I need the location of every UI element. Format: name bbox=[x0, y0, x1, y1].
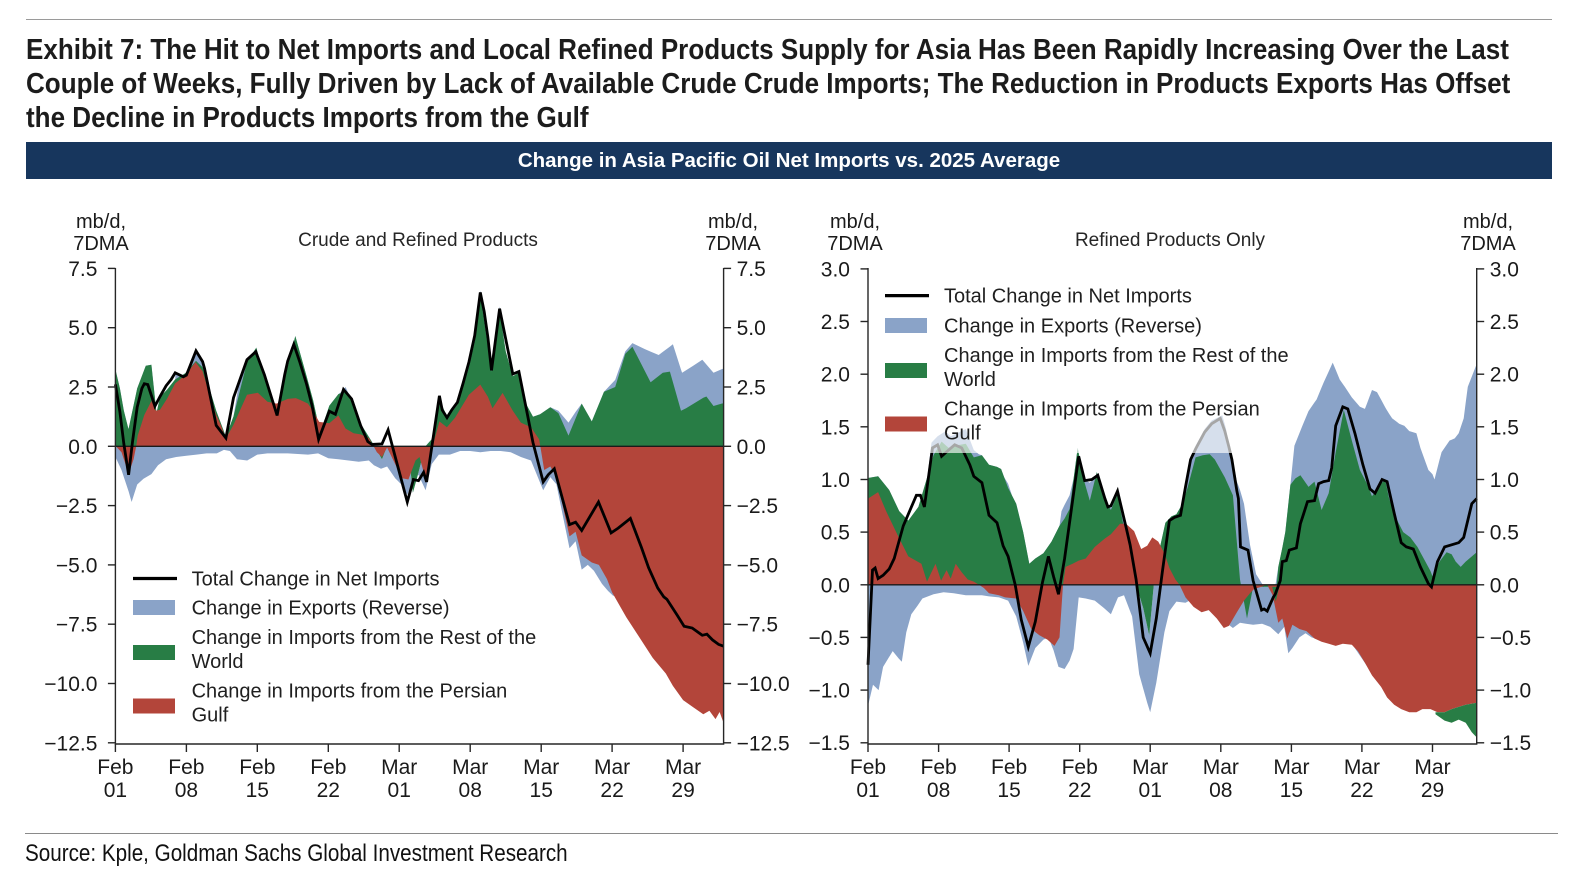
svg-text:22: 22 bbox=[1350, 779, 1373, 802]
svg-text:3.0: 3.0 bbox=[1490, 258, 1519, 281]
svg-text:29: 29 bbox=[671, 779, 694, 802]
svg-text:−1.0: −1.0 bbox=[809, 680, 850, 703]
svg-text:−10.0: −10.0 bbox=[44, 673, 97, 696]
svg-text:−10.0: −10.0 bbox=[737, 673, 790, 696]
svg-text:29: 29 bbox=[1421, 779, 1444, 802]
svg-text:Change in Imports from the Per: Change in Imports from the Persian bbox=[192, 681, 508, 703]
svg-text:Mar: Mar bbox=[665, 756, 701, 779]
svg-text:1.0: 1.0 bbox=[821, 469, 850, 492]
svg-text:World: World bbox=[192, 651, 244, 673]
svg-text:15: 15 bbox=[997, 779, 1020, 802]
svg-text:−0.5: −0.5 bbox=[1490, 627, 1531, 650]
svg-text:Mar: Mar bbox=[1344, 756, 1380, 779]
svg-text:Mar: Mar bbox=[523, 756, 559, 779]
svg-text:Change in Exports (Reverse): Change in Exports (Reverse) bbox=[944, 316, 1202, 338]
svg-text:08: 08 bbox=[175, 779, 198, 802]
svg-text:Total Change in Net Imports: Total Change in Net Imports bbox=[944, 286, 1192, 308]
svg-text:−2.5: −2.5 bbox=[737, 495, 778, 518]
svg-text:5.0: 5.0 bbox=[737, 317, 766, 340]
svg-text:01: 01 bbox=[1139, 779, 1162, 802]
svg-text:Mar: Mar bbox=[1203, 756, 1239, 779]
svg-text:−7.5: −7.5 bbox=[56, 614, 97, 637]
svg-text:−1.5: −1.5 bbox=[1490, 732, 1531, 755]
svg-text:5.0: 5.0 bbox=[68, 317, 97, 340]
svg-text:Mar: Mar bbox=[452, 756, 488, 779]
svg-text:mb/d,: mb/d, bbox=[1463, 211, 1513, 233]
svg-text:7DMA: 7DMA bbox=[73, 233, 129, 255]
svg-text:−12.5: −12.5 bbox=[737, 732, 790, 755]
svg-text:1.5: 1.5 bbox=[821, 416, 850, 439]
svg-text:15: 15 bbox=[1280, 779, 1303, 802]
svg-text:Feb: Feb bbox=[310, 756, 346, 779]
svg-text:−0.5: −0.5 bbox=[809, 627, 850, 650]
svg-text:15: 15 bbox=[246, 779, 269, 802]
svg-text:0.5: 0.5 bbox=[821, 522, 850, 545]
svg-text:Feb: Feb bbox=[850, 756, 886, 779]
svg-text:22: 22 bbox=[600, 779, 623, 802]
svg-text:Mar: Mar bbox=[594, 756, 630, 779]
svg-text:2.5: 2.5 bbox=[737, 377, 766, 400]
svg-text:mb/d,: mb/d, bbox=[708, 211, 758, 233]
svg-text:2.0: 2.0 bbox=[821, 364, 850, 387]
svg-text:Change in Imports from the Per: Change in Imports from the Persian bbox=[944, 399, 1260, 421]
svg-text:0.0: 0.0 bbox=[1490, 574, 1519, 597]
svg-text:3.0: 3.0 bbox=[821, 258, 850, 281]
svg-text:08: 08 bbox=[459, 779, 482, 802]
svg-text:−12.5: −12.5 bbox=[44, 732, 97, 755]
svg-text:0.0: 0.0 bbox=[821, 574, 850, 597]
svg-text:−5.0: −5.0 bbox=[737, 554, 778, 577]
svg-text:Change in Exports (Reverse): Change in Exports (Reverse) bbox=[192, 598, 450, 620]
svg-text:7.5: 7.5 bbox=[68, 258, 97, 281]
svg-text:0.0: 0.0 bbox=[737, 436, 766, 459]
svg-text:08: 08 bbox=[1209, 779, 1232, 802]
svg-text:01: 01 bbox=[104, 779, 127, 802]
svg-text:−5.0: −5.0 bbox=[56, 554, 97, 577]
svg-text:Mar: Mar bbox=[1414, 756, 1450, 779]
svg-text:2.5: 2.5 bbox=[821, 311, 850, 334]
svg-text:Mar: Mar bbox=[1273, 756, 1309, 779]
svg-text:2.0: 2.0 bbox=[1490, 364, 1519, 387]
svg-text:mb/d,: mb/d, bbox=[76, 211, 126, 233]
svg-text:Mar: Mar bbox=[1132, 756, 1168, 779]
svg-text:01: 01 bbox=[856, 779, 879, 802]
svg-text:0.5: 0.5 bbox=[1490, 522, 1519, 545]
svg-text:Feb: Feb bbox=[1062, 756, 1098, 779]
svg-text:Mar: Mar bbox=[381, 756, 417, 779]
svg-text:7DMA: 7DMA bbox=[827, 233, 883, 255]
svg-text:Feb: Feb bbox=[991, 756, 1027, 779]
svg-text:−7.5: −7.5 bbox=[737, 614, 778, 637]
svg-text:mb/d,: mb/d, bbox=[830, 211, 880, 233]
svg-text:Feb: Feb bbox=[168, 756, 204, 779]
svg-text:Gulf: Gulf bbox=[192, 705, 229, 727]
svg-text:−1.5: −1.5 bbox=[809, 732, 850, 755]
svg-text:1.0: 1.0 bbox=[1490, 469, 1519, 492]
svg-text:−1.0: −1.0 bbox=[1490, 680, 1531, 703]
svg-text:22: 22 bbox=[317, 779, 340, 802]
svg-text:7DMA: 7DMA bbox=[1460, 233, 1516, 255]
svg-text:2.5: 2.5 bbox=[1490, 311, 1519, 334]
svg-text:7.5: 7.5 bbox=[737, 258, 766, 281]
svg-text:Total Change in Net Imports: Total Change in Net Imports bbox=[192, 569, 440, 591]
svg-text:Gulf: Gulf bbox=[944, 423, 981, 445]
svg-text:Crude and Refined Products: Crude and Refined Products bbox=[298, 230, 538, 251]
svg-text:7DMA: 7DMA bbox=[705, 233, 761, 255]
svg-text:Refined Products Only: Refined Products Only bbox=[1075, 230, 1266, 251]
svg-text:Feb: Feb bbox=[239, 756, 275, 779]
svg-text:22: 22 bbox=[1068, 779, 1091, 802]
svg-text:0.0: 0.0 bbox=[68, 436, 97, 459]
svg-text:2.5: 2.5 bbox=[68, 377, 97, 400]
svg-text:Feb: Feb bbox=[921, 756, 957, 779]
svg-text:−2.5: −2.5 bbox=[56, 495, 97, 518]
svg-text:1.5: 1.5 bbox=[1490, 416, 1519, 439]
svg-text:World: World bbox=[944, 369, 996, 391]
svg-text:15: 15 bbox=[530, 779, 553, 802]
svg-text:08: 08 bbox=[927, 779, 950, 802]
svg-text:Change in Imports from the Res: Change in Imports from the Rest of the bbox=[192, 627, 537, 649]
svg-text:01: 01 bbox=[388, 779, 411, 802]
svg-text:Change in Imports from the Res: Change in Imports from the Rest of the bbox=[944, 345, 1289, 367]
svg-text:Feb: Feb bbox=[97, 756, 133, 779]
